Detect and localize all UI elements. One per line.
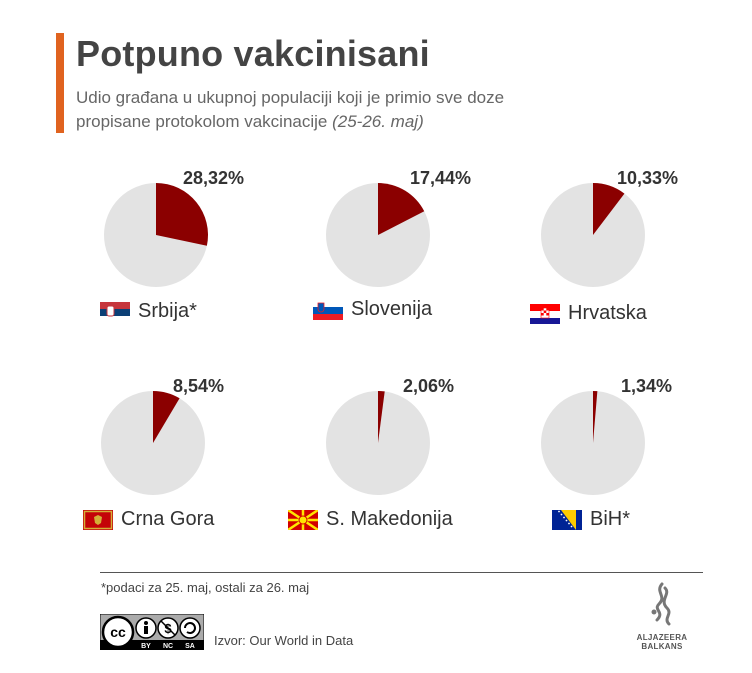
country-name: Slovenija [351, 298, 433, 320]
data-label: 1,34% [621, 376, 673, 396]
north-macedonia-flag-icon [288, 509, 318, 530]
pie-slice [378, 391, 385, 443]
aljazeera-logo: ALJAZEERA BALKANS [634, 582, 690, 654]
country-label: S. Makedonija [288, 508, 453, 531]
data-label: 10,33% [617, 168, 679, 188]
cc-label-by: BY [141, 643, 151, 650]
cc-label-nc: NC [163, 643, 173, 650]
pie-6 [541, 390, 645, 495]
pie-slice [378, 183, 425, 235]
chart-title: Potpuno vakcinisani [76, 33, 430, 74]
subtitle-line1: Udio građana u ukupnoj populaciji koji j… [76, 88, 505, 107]
cc-label-sa: SA [185, 643, 195, 650]
pie-5 [326, 391, 430, 495]
footer-divider [100, 572, 703, 573]
slovenia-flag-icon [313, 299, 343, 320]
pie-4 [101, 391, 205, 495]
pie-slice [593, 183, 625, 235]
country-name: Srbija* [138, 300, 197, 322]
pie-slice [153, 391, 180, 443]
subtitle-line2: propisane protokolom vakcinacije [76, 112, 328, 131]
montenegro-flag-icon [83, 509, 113, 530]
data-label: 8,54% [173, 376, 225, 396]
chart-subtitle: Udio građana u ukupnoj populaciji koji j… [76, 86, 636, 134]
serbia-flag-icon [100, 301, 130, 322]
aljazeera-logo-icon [651, 582, 671, 626]
country-name: S. Makedonija [326, 508, 453, 530]
country-name: Hrvatska [568, 302, 647, 324]
svg-text:cc: cc [110, 624, 126, 640]
data-label: 2,06% [403, 376, 455, 396]
pie-slice [593, 390, 598, 443]
croatia-flag-icon [530, 303, 560, 324]
bosnia-flag-icon [552, 509, 582, 530]
country-label: Hrvatska [530, 302, 647, 325]
pie-2 [326, 183, 430, 287]
data-label: 17,44% [410, 168, 472, 188]
pie-1 [104, 183, 208, 287]
country-label: Srbija* [100, 300, 197, 323]
country-label: BiH* [552, 508, 630, 531]
source-text: Izvor: Our World in Data [214, 633, 354, 648]
accent-bar [56, 33, 64, 133]
country-label: Slovenija [313, 298, 432, 321]
pie-slice [156, 183, 208, 246]
cc-by-nc-sa-icon: cc $ BY NC SA [100, 614, 204, 650]
logo-line2: BALKANS [641, 642, 683, 651]
country-name: BiH* [590, 508, 631, 530]
subtitle-date: (25-26. maj) [332, 112, 424, 131]
pie-3 [541, 183, 645, 287]
footnote: *podaci za 25. maj, ostali za 26. maj [101, 580, 310, 595]
country-name: Crna Gora [121, 508, 215, 530]
data-label: 28,32% [183, 168, 245, 188]
country-label: Crna Gora [83, 508, 214, 531]
logo-line1: ALJAZEERA [636, 633, 688, 642]
